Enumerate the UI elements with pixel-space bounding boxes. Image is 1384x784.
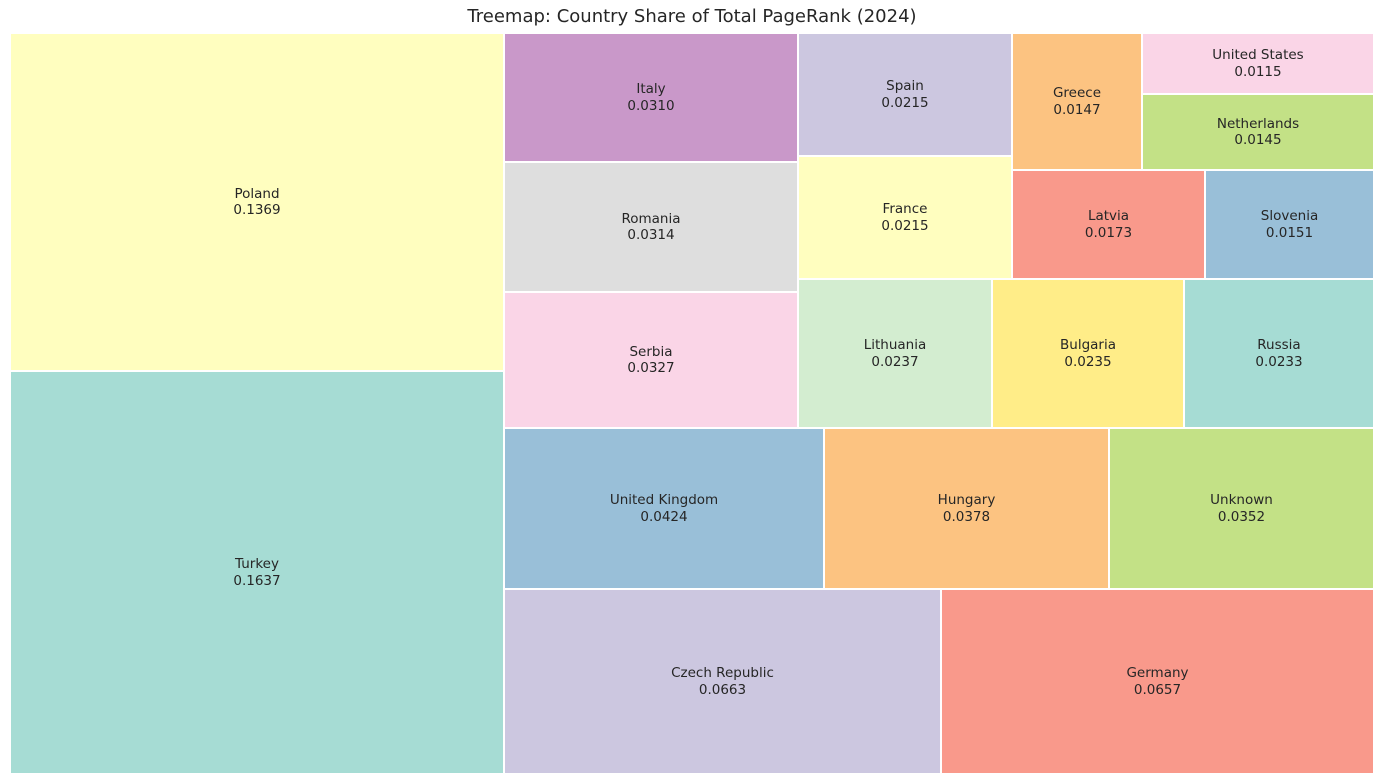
cell-value: 0.0151 — [1265, 224, 1314, 241]
cell-value: 0.0314 — [627, 227, 675, 243]
treemap-cell-lithuania: Lithuania 0.0237 — [798, 279, 992, 428]
cell-label: Netherlands — [1216, 115, 1300, 132]
cell-label: Slovenia — [1260, 208, 1319, 224]
treemap-cell-slovenia: Slovenia 0.0151 — [1205, 170, 1374, 279]
cell-label: Lithuania — [863, 337, 927, 353]
cell-label: Spain — [886, 78, 924, 94]
treemap-cell-serbia: Serbia 0.0327 — [504, 292, 798, 428]
cell-value: 0.0215 — [881, 217, 929, 234]
treemap-cell-bulgaria: Bulgaria 0.0235 — [992, 279, 1184, 428]
treemap-plot: Turkey 0.1637 Poland 0.1369 Czech Republic 0.… — [10, 33, 1374, 774]
treemap-cell-latvia: Latvia 0.0173 — [1012, 170, 1205, 279]
cell-label: Latvia — [1087, 208, 1130, 224]
cell-value: 0.1637 — [233, 572, 281, 589]
cell-label: Bulgaria — [1060, 337, 1116, 353]
cell-label: Hungary — [937, 492, 996, 508]
cell-value: 0.0657 — [1133, 681, 1182, 698]
cell-value: 0.0215 — [881, 94, 929, 111]
treemap-cell-italy: Italy 0.0310 — [504, 33, 798, 162]
cell-value: 0.0233 — [1255, 353, 1303, 370]
treemap-cell-czech-republic: Czech Republic 0.0663 — [504, 589, 941, 774]
cell-label: Romania — [621, 210, 681, 227]
treemap-cell-spain: Spain 0.0215 — [798, 33, 1012, 156]
treemap-cell-netherlands: Netherlands 0.0145 — [1142, 94, 1374, 170]
treemap-cell-hungary: Hungary 0.0378 — [824, 428, 1109, 589]
treemap-cell-united-states: United States 0.0115 — [1142, 33, 1374, 94]
cell-value: 0.0424 — [640, 508, 688, 525]
cell-label: Germany — [1126, 665, 1189, 681]
cell-value: 0.0327 — [627, 360, 675, 376]
cell-label: Unknown — [1210, 492, 1273, 508]
cell-label: Greece — [1052, 85, 1102, 101]
cell-label: Turkey — [235, 556, 279, 572]
cell-value: 0.0378 — [942, 508, 991, 525]
cell-value: 0.0145 — [1234, 132, 1282, 148]
cell-value: 0.0352 — [1217, 508, 1266, 525]
treemap-cell-unknown: Unknown 0.0352 — [1109, 428, 1374, 589]
treemap-cell-greece: Greece 0.0147 — [1012, 33, 1142, 170]
treemap-cell-poland: Poland 0.1369 — [10, 33, 504, 371]
cell-value: 0.0173 — [1084, 224, 1133, 241]
cell-value: 0.1369 — [233, 202, 281, 218]
cell-value: 0.0115 — [1234, 63, 1282, 80]
cell-value: 0.0237 — [871, 353, 919, 370]
cell-label: Serbia — [629, 343, 673, 360]
chart-title: Treemap: Country Share of Total PageRank… — [467, 6, 917, 27]
treemap-cell-france: France 0.0215 — [798, 156, 1012, 279]
treemap-cell-united-kingdom: United Kingdom 0.0424 — [504, 428, 824, 589]
cell-value: 0.0310 — [627, 97, 675, 114]
cell-value: 0.0235 — [1064, 353, 1112, 370]
cell-value: 0.0663 — [698, 681, 747, 698]
cell-label: United Kingdom — [609, 492, 719, 508]
cell-label: Russia — [1257, 337, 1301, 353]
cell-label: Italy — [636, 81, 666, 97]
cell-value: 0.0147 — [1053, 101, 1101, 118]
treemap-cell-romania: Romania 0.0314 — [504, 162, 798, 292]
cell-label: United States — [1212, 47, 1304, 63]
cell-label: France — [882, 201, 928, 217]
treemap-cell-russia: Russia 0.0233 — [1184, 279, 1374, 428]
treemap-cell-turkey: Turkey 0.1637 — [10, 371, 504, 774]
treemap-cell-germany: Germany 0.0657 — [941, 589, 1374, 774]
cell-label: Czech Republic — [671, 665, 774, 681]
cell-label: Poland — [234, 185, 280, 202]
